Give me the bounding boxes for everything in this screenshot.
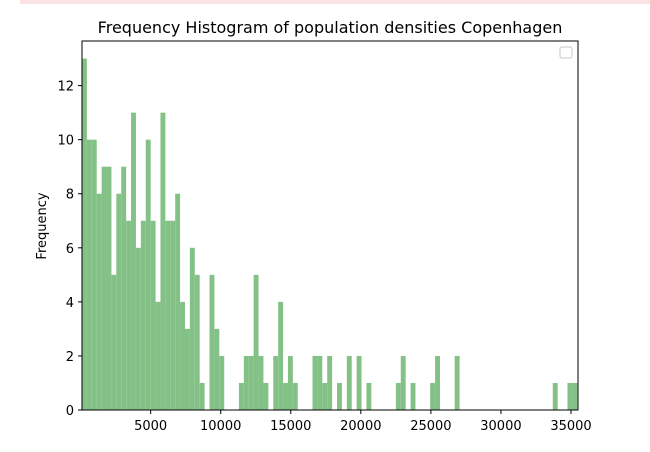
histogram-bar [356,355,362,410]
histogram-bar [263,382,269,410]
y-tick-label: 10 [57,134,74,149]
histogram-bar [322,382,328,410]
histogram-bar [180,301,185,410]
y-tick-label: 12 [57,80,74,95]
histogram-bar [366,382,372,410]
histogram-bar [116,193,122,410]
y-tick-label: 8 [66,188,74,203]
histogram-bar [86,139,92,410]
x-tick-label: 30000 [480,419,521,434]
histogram-bar [140,220,146,410]
histogram-bar [327,355,333,410]
histogram-bar [91,139,97,410]
top-decorative-band [20,0,650,4]
x-tick-label: 15000 [270,419,311,434]
histogram-bar [430,382,436,410]
histogram-bar [175,193,181,410]
histogram-bar [96,193,102,410]
histogram-bar [283,382,288,410]
histogram-bar [199,382,205,410]
histogram-bar [131,112,136,410]
y-tick-label: 4 [66,296,74,311]
histogram-bar [572,382,578,410]
histogram-bar [184,328,190,410]
histogram-bar [145,139,151,410]
x-tick-label: 10000 [200,419,241,434]
chart-title: Frequency Histogram of population densit… [98,18,563,37]
histogram-bar [292,382,298,410]
histogram-bar [248,355,254,410]
histogram-bar [346,355,352,410]
histogram-bar [552,382,558,410]
histogram-bar [106,166,112,410]
y-tick-label: 0 [66,404,74,419]
histogram-bar [395,382,401,410]
histogram-bar [126,220,132,410]
histogram-bar [170,220,176,410]
histogram-bar [337,382,342,410]
histogram-bar [82,58,87,410]
histogram-bar [214,328,220,410]
histogram-bar [400,355,406,410]
histogram-bar [101,166,107,410]
y-axis-label: Frequency [35,192,50,259]
histogram-bar [243,355,249,410]
histogram-bar [155,301,161,410]
histogram-bar [454,355,460,410]
histogram-bar [194,274,200,410]
histogram-bar [253,274,259,410]
x-tick-label: 20000 [340,419,381,434]
y-axis-ticks: 0 2 4 6 8 10 12 [57,80,82,419]
histogram-bar [135,247,141,410]
histogram-bar [312,355,318,410]
histogram-bar [287,355,293,410]
histogram-bar [160,112,166,410]
histogram-bar [317,355,323,410]
histogram-bar [278,301,284,410]
x-axis-ticks: 5000 10000 15000 20000 25000 30000 35000 [134,410,592,434]
histogram-bar [258,355,264,410]
histogram-bar [150,220,156,410]
histogram-bar [238,382,244,410]
x-tick-label: 35000 [550,419,591,434]
histogram-bar [209,274,215,410]
bars-group [82,58,578,410]
histogram-bar [567,382,573,410]
histogram-bar [165,220,171,410]
histogram-bar [189,247,195,410]
histogram-bar [111,274,117,410]
histogram-bar [435,355,440,410]
histogram-bar [219,355,225,410]
y-tick-label: 6 [66,242,74,257]
x-tick-label: 25000 [410,419,451,434]
y-tick-label: 2 [66,350,74,365]
histogram-bar [410,382,416,410]
histogram-bar [121,166,127,410]
histogram-bar [273,355,279,410]
legend-box [559,46,573,59]
plot-frame [81,40,579,411]
x-tick-label: 5000 [134,419,167,434]
